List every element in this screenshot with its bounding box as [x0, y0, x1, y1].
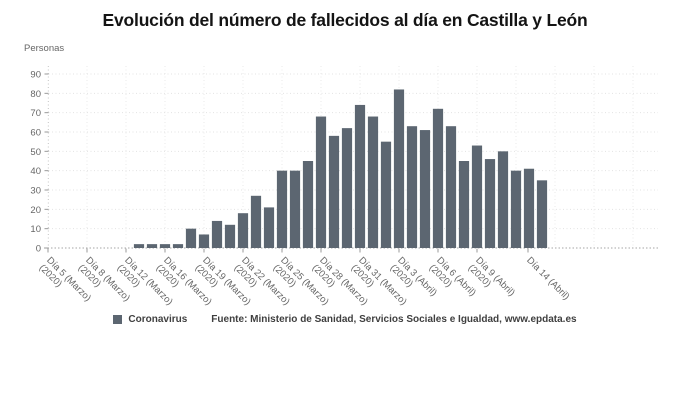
- y-axis-tick-label: 30: [30, 186, 41, 197]
- y-axis-tick-label: 10: [30, 224, 41, 235]
- bar[interactable]: [276, 170, 288, 248]
- bar[interactable]: [198, 234, 210, 248]
- bar[interactable]: [497, 151, 509, 248]
- y-axis-tick-label: 0: [36, 244, 41, 255]
- bar[interactable]: [406, 126, 418, 248]
- y-axis-title: Personas: [24, 43, 65, 54]
- legend-marker-icon: [113, 315, 123, 324]
- bar[interactable]: [211, 220, 223, 248]
- bar[interactable]: [224, 224, 236, 248]
- bar[interactable]: [172, 244, 184, 248]
- chart-title: Evolución del número de fallecidos al dí…: [102, 10, 588, 30]
- legend-item[interactable]: Coronavirus: [113, 314, 187, 325]
- y-axis-tick-label: 50: [30, 147, 41, 158]
- bar[interactable]: [419, 130, 431, 248]
- bar[interactable]: [458, 161, 470, 248]
- y-axis-tick-label: 60: [30, 128, 41, 139]
- bar[interactable]: [380, 141, 392, 248]
- bar[interactable]: [445, 126, 457, 248]
- x-axis-tick-label: Día 9 (Abril)(2020): [466, 255, 517, 306]
- x-axis-tick-label: Día 6 (Abril)(2020): [427, 255, 478, 306]
- y-axis-tick-label: 90: [30, 70, 41, 81]
- bar[interactable]: [367, 116, 379, 249]
- bar[interactable]: [393, 89, 405, 248]
- bar[interactable]: [302, 161, 314, 248]
- bar[interactable]: [523, 168, 535, 248]
- bar[interactable]: [328, 135, 340, 248]
- y-axis-tick-label: 80: [30, 89, 41, 100]
- bar[interactable]: [146, 244, 158, 248]
- bar[interactable]: [536, 180, 548, 248]
- bar[interactable]: [315, 116, 327, 249]
- y-axis-tick-label: 40: [30, 166, 41, 177]
- source-text: Fuente: Ministerio de Sanidad, Servicios…: [211, 314, 577, 325]
- x-axis-tick-label: Día 14 (Abril): [524, 255, 571, 302]
- bar[interactable]: [484, 159, 496, 248]
- bar[interactable]: [471, 145, 483, 248]
- bar[interactable]: [133, 244, 145, 248]
- bar[interactable]: [237, 213, 249, 248]
- bar[interactable]: [185, 228, 197, 248]
- bar[interactable]: [354, 104, 366, 248]
- y-axis-tick-label: 20: [30, 205, 41, 216]
- bar[interactable]: [432, 108, 444, 248]
- bar[interactable]: [250, 195, 262, 248]
- bar[interactable]: [263, 207, 275, 248]
- y-axis-tick-label: 70: [30, 108, 41, 119]
- legend-label: Coronavirus: [128, 314, 188, 325]
- bar[interactable]: [341, 128, 353, 248]
- bar[interactable]: [159, 244, 171, 248]
- bar[interactable]: [289, 170, 301, 248]
- bar[interactable]: [510, 170, 522, 248]
- chart-footer: Coronavirus Fuente: Ministerio de Sanida…: [0, 314, 690, 325]
